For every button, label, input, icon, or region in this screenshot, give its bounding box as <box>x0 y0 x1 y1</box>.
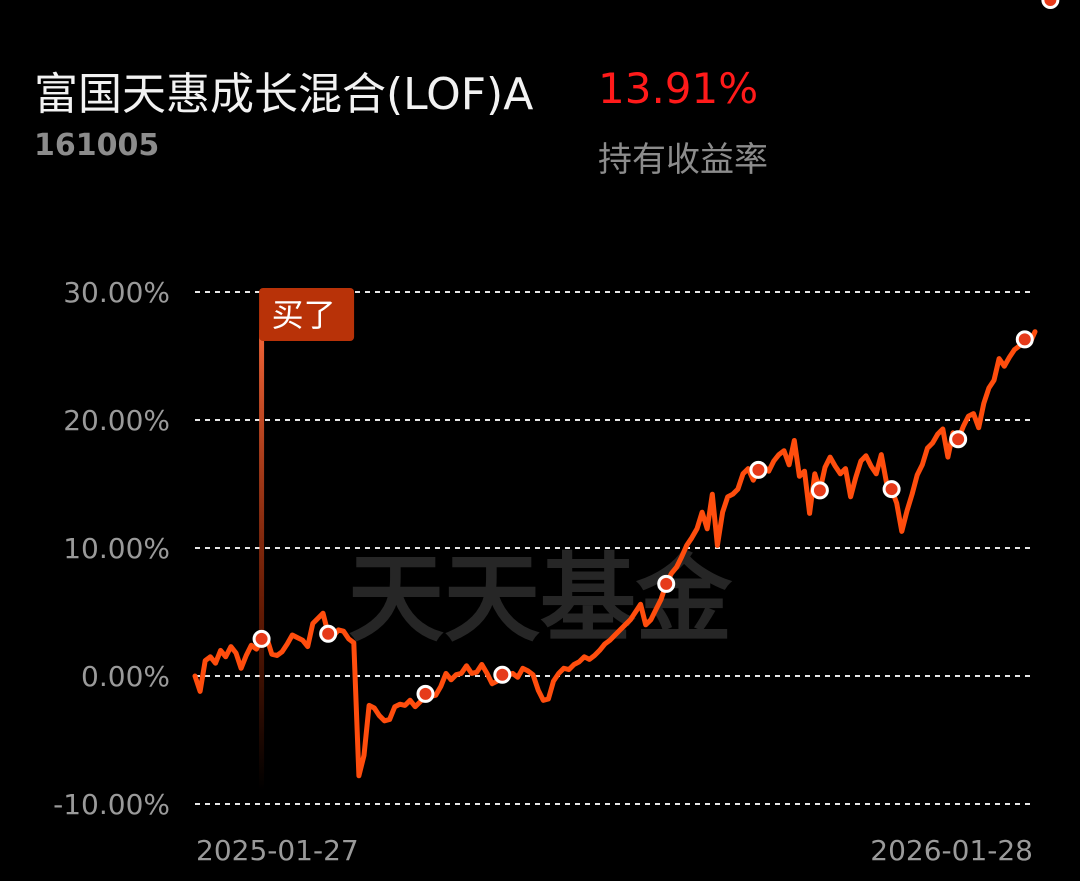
trade-marker-point[interactable] <box>1015 330 1034 349</box>
holding-return-label: 持有收益率 <box>598 140 768 180</box>
buy-marker: 买了 <box>259 288 355 790</box>
trade-marker-point[interactable] <box>319 624 338 643</box>
trade-marker-point[interactable] <box>749 460 768 479</box>
buy-tag <box>259 288 355 341</box>
trade-marker-point[interactable] <box>1041 0 1060 9</box>
x-tick-label-start: 2025-01-27 <box>196 834 359 867</box>
x-axis-ticks: 2025-01-27 2026-01-28 <box>196 834 1033 867</box>
fund-code: 161005 <box>34 128 160 163</box>
trade-marker-point[interactable] <box>882 480 901 499</box>
trade-marker-point[interactable] <box>657 574 676 593</box>
fund-name: 富国天惠成长混合(LOF)A <box>34 69 534 120</box>
trade-marker-point[interactable] <box>252 629 271 648</box>
x-tick-label-end: 2026-01-28 <box>870 834 1033 867</box>
watermark-text: 天天基金 <box>348 543 733 655</box>
trade-marker-point[interactable] <box>416 684 435 703</box>
y-tick-label: 30.00% <box>63 276 170 309</box>
y-tick-label: 0.00% <box>81 660 170 693</box>
trade-marker-point[interactable] <box>810 481 829 500</box>
trade-marker-point[interactable] <box>493 665 512 684</box>
y-axis-ticks: 30.00% 20.00% 10.00% 0.00% -10.00% <box>53 276 170 821</box>
trade-markers[interactable] <box>252 0 1060 703</box>
trade-marker-point[interactable] <box>949 430 968 449</box>
buy-tag-label: 买了 <box>272 296 336 334</box>
y-tick-label: 10.00% <box>63 532 170 565</box>
holding-return-value: 13.91% <box>598 64 759 113</box>
y-tick-label: 20.00% <box>63 404 170 437</box>
buy-marker-line <box>259 330 265 790</box>
y-tick-label: -10.00% <box>53 788 170 821</box>
